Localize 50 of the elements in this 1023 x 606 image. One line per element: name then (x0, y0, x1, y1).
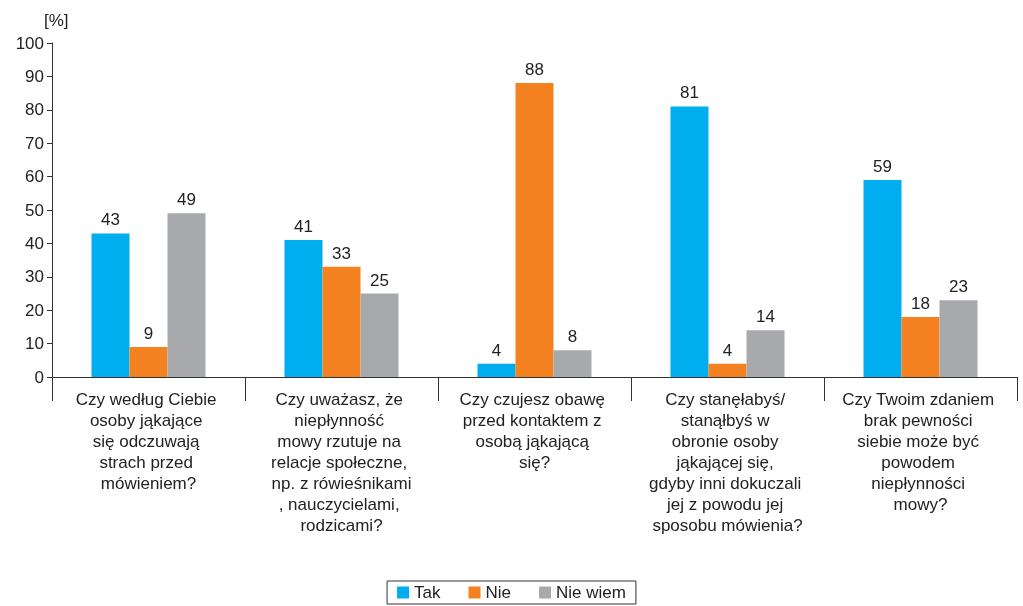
data-label: 4 (491, 340, 502, 360)
bar (167, 213, 206, 377)
y-tick-label: 100 (15, 33, 44, 53)
data-label: 4 (722, 340, 733, 360)
data-label: 25 (370, 270, 389, 290)
data-label: 9 (143, 323, 154, 343)
y-axis-title: [%] (44, 11, 69, 30)
y-tick-label: 50 (25, 200, 44, 220)
x-tick-label: Czy Twoim zdaniem brak pewności siebie może być powodem niepłynności mowy? (842, 390, 999, 514)
data-label: 88 (525, 60, 544, 80)
x-tick-label: Czy według Ciebie osoby jąkające się odczuwają strach przed mówieniem? (75, 390, 222, 493)
data-label: 23 (949, 277, 968, 297)
bar (91, 233, 130, 377)
bar (360, 293, 399, 377)
data-label: 8 (567, 327, 578, 347)
y-tick-label: 20 (25, 300, 44, 320)
bar (670, 106, 709, 377)
bar (708, 363, 747, 377)
data-label: 43 (101, 210, 120, 230)
data-label: 49 (177, 190, 196, 210)
data-label: 59 (873, 156, 892, 176)
bar (515, 83, 554, 377)
bar (553, 350, 592, 377)
bar (284, 240, 323, 377)
y-tick-label: 70 (25, 133, 44, 153)
data-label: 14 (756, 307, 775, 327)
data-label: 18 (911, 293, 930, 313)
bar (901, 316, 940, 377)
bar (939, 300, 978, 377)
y-tick-label: 10 (25, 334, 44, 354)
bar (863, 179, 902, 377)
y-tick-label: 60 (25, 167, 44, 187)
y-tick-label: 40 (25, 233, 44, 253)
x-tick-label: Czy uważasz, że niepłynność mowy rzutuje na relacje społeczne, np. z rówieśnikami, nauczycielami, rodzicami? (271, 390, 412, 535)
bar (129, 346, 168, 377)
bar (746, 330, 785, 377)
y-tick-label: 80 (25, 100, 44, 120)
data-label: 81 (680, 83, 699, 103)
x-tick-label: Czy czujesz obawę przed kontaktem z osobą jąkającą się? (459, 390, 610, 472)
y-tick-label: 30 (25, 267, 44, 287)
x-tick-label: Czy stanęłabyś/ stanąłbyś w obronie osoby jąkającej się, gdyby inni dokuczali jej z powodu jej sposobu mówienia? (649, 390, 806, 535)
data-label: 41 (294, 217, 313, 237)
bar (477, 363, 516, 377)
data-label: 33 (332, 243, 351, 263)
y-tick-label: 90 (25, 66, 44, 86)
bar (322, 266, 361, 377)
legend-label: Nie (485, 583, 512, 602)
legend-label: Nie wiem (556, 583, 626, 602)
legend-label: Tak (414, 583, 442, 602)
y-tick-label: 0 (34, 367, 44, 387)
